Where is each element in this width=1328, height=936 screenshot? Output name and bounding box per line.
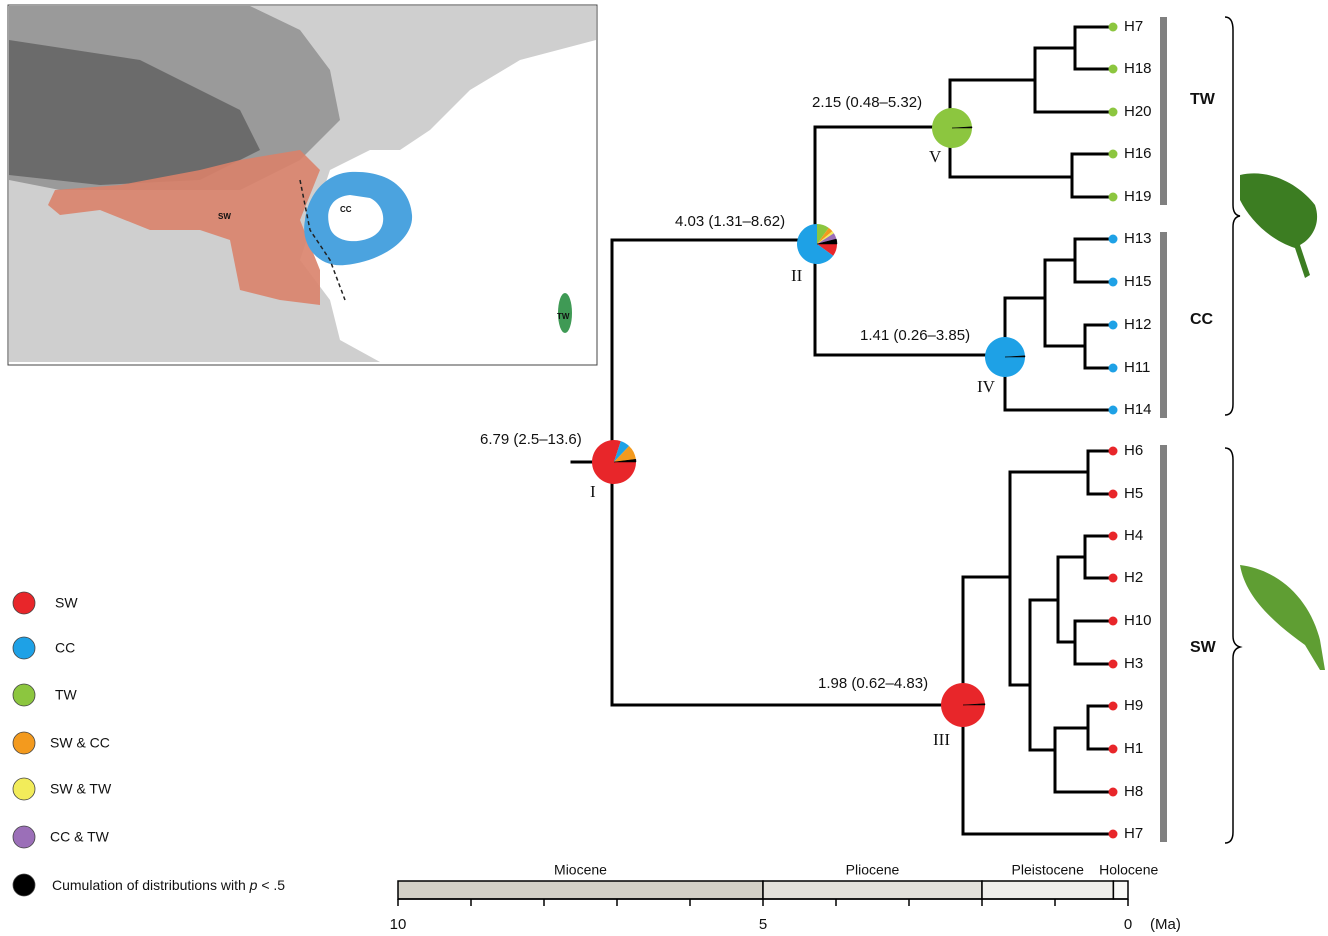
- tip-dot: [1109, 278, 1118, 287]
- tip-label: H4: [1124, 527, 1143, 544]
- tip-dot: [1109, 150, 1118, 159]
- epoch-label: Miocene: [554, 862, 607, 878]
- tick-label: 0: [1124, 916, 1132, 933]
- legend: SW CC TW SW & CC SW & TW CC & TW Cumulation of…: [13, 592, 285, 896]
- legend-swatch: [13, 826, 35, 848]
- tip-label: H2: [1124, 569, 1143, 586]
- legend-label-part: Cumulation of distributions with: [52, 877, 250, 893]
- tip-dot: [1109, 406, 1118, 415]
- clade-label: TW: [1190, 91, 1216, 108]
- tip-dot: [1109, 830, 1118, 839]
- legend-label: Cumulation of distributions with p < .5: [52, 877, 285, 893]
- epoch: [982, 881, 1113, 899]
- legend-label: TW: [55, 687, 78, 703]
- legend-label: SW & CC: [50, 735, 110, 751]
- tip-label: H15: [1124, 273, 1152, 290]
- node-label: V: [929, 147, 942, 166]
- tip-label: H7: [1124, 18, 1143, 35]
- tip-dot: [1109, 745, 1118, 754]
- node-age: 6.79 (2.5–13.6): [480, 431, 582, 448]
- tip-dot: [1109, 617, 1118, 626]
- node-age: 4.03 (1.31–8.62): [675, 213, 785, 230]
- legend-label-part: < .5: [257, 877, 285, 893]
- tick-label: 5: [759, 916, 767, 933]
- legend-swatch: [13, 874, 35, 896]
- tip-label: H1: [1124, 740, 1143, 757]
- tip-label: H13: [1124, 230, 1152, 247]
- epoch: [1113, 881, 1128, 899]
- tip-dot: [1109, 532, 1118, 541]
- tip-dot: [1109, 574, 1118, 583]
- node-age: 2.15 (0.48–5.32): [812, 94, 922, 111]
- epoch-label: Pliocene: [846, 862, 900, 878]
- legend-swatch: [13, 592, 35, 614]
- node-label: II: [791, 266, 803, 285]
- tip-label: H16: [1124, 145, 1152, 162]
- node-label: I: [590, 482, 596, 501]
- tip-dot: [1109, 65, 1118, 74]
- tip-dot: [1109, 490, 1118, 499]
- tip-label: H3: [1124, 655, 1143, 672]
- legend-label: CC & TW: [50, 829, 110, 845]
- tip-dot: [1109, 702, 1118, 711]
- tip-dot: [1109, 364, 1118, 373]
- tip-label: H19: [1124, 188, 1152, 205]
- map-label: CC: [340, 205, 352, 214]
- tip-dot: [1109, 23, 1118, 32]
- map-label: SW: [218, 212, 231, 221]
- map-label: TW: [557, 312, 570, 321]
- tick-label: 10: [390, 916, 407, 933]
- tip-dot: [1109, 235, 1118, 244]
- tip-label: H18: [1124, 60, 1152, 77]
- tip-label: H12: [1124, 316, 1152, 333]
- map: SW CC TW: [8, 5, 597, 365]
- legend-label: SW: [55, 595, 78, 611]
- tip-dot: [1109, 193, 1118, 202]
- axis-unit: (Ma): [1150, 916, 1181, 933]
- legend-swatch: [13, 778, 35, 800]
- tip-label: H5: [1124, 485, 1143, 502]
- clade-label: CC: [1190, 311, 1214, 328]
- tip-dot: [1109, 321, 1118, 330]
- tip-label: H14: [1124, 401, 1152, 418]
- tip-label: H6: [1124, 442, 1143, 459]
- epoch: [763, 881, 982, 899]
- epoch-label: Pleistocene: [1012, 862, 1085, 878]
- legend-label: CC: [55, 640, 75, 656]
- legend-label: SW & TW: [50, 781, 112, 797]
- node-age: 1.98 (0.62–4.83): [818, 675, 928, 692]
- tip-label: H8: [1124, 783, 1143, 800]
- tip-dot: [1109, 108, 1118, 117]
- timescale: Miocene Pliocene Pleistocene Holocene 10 5 0 (M…: [390, 862, 1181, 933]
- leaf-illustration: [1240, 173, 1325, 670]
- node-label: III: [933, 730, 950, 749]
- node-label: IV: [977, 377, 996, 396]
- figure: SW CC TW TW CC SW H7H18H20H16H19H13H15H1…: [0, 0, 1328, 936]
- tip-label: H11: [1124, 359, 1150, 376]
- epoch: [398, 881, 763, 899]
- legend-label-part: p: [249, 877, 258, 893]
- legend-swatch: [13, 637, 35, 659]
- clade-bars: [1160, 17, 1240, 843]
- legend-swatch: [13, 732, 35, 754]
- epoch-label: Holocene: [1099, 862, 1158, 878]
- legend-swatch: [13, 684, 35, 706]
- tip-dot: [1109, 788, 1118, 797]
- tip-label: H10: [1124, 612, 1152, 629]
- tip-label: H9: [1124, 697, 1143, 714]
- clade-label: SW: [1190, 639, 1217, 656]
- tip-label: H20: [1124, 103, 1152, 120]
- node-age: 1.41 (0.26–3.85): [860, 327, 970, 344]
- tip-dot: [1109, 447, 1118, 456]
- tip-dot: [1109, 660, 1118, 669]
- tip-label: H7: [1124, 825, 1143, 842]
